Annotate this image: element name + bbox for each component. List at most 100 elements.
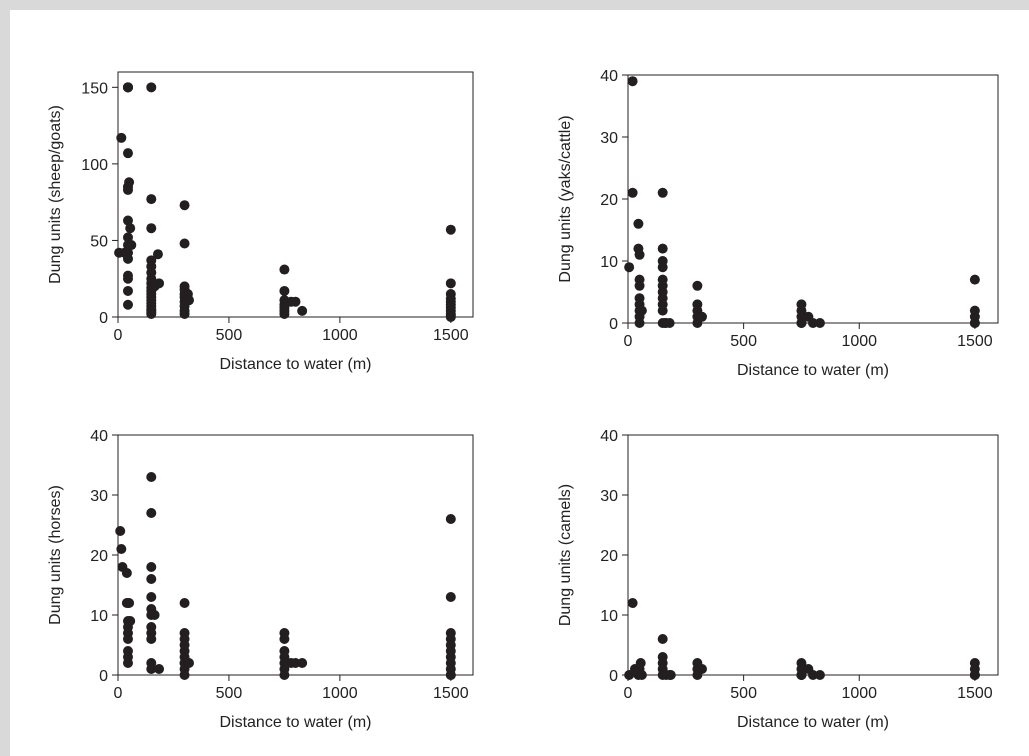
data-point [125, 616, 136, 626]
data-point [179, 238, 190, 249]
data-point [657, 305, 668, 316]
data-point [122, 148, 133, 159]
x-tick-label: 1500 [433, 685, 469, 702]
data-point [124, 598, 135, 608]
data-point [796, 318, 807, 328]
x-tick-label: 1000 [841, 333, 877, 350]
data-point [445, 224, 456, 235]
horses-scatter-panel: 0 500 1000 1500 0 10 20 30 40 Distance to water (… [47, 428, 474, 731]
y-tick-label: 0 [609, 316, 618, 333]
data-point [146, 592, 157, 602]
data-point [665, 670, 676, 680]
y-axis-title: Dung units (yaks/cattle) [557, 115, 574, 282]
x-tick-label: 0 [624, 333, 633, 350]
data-point [279, 634, 290, 644]
y-tick-label: 40 [90, 428, 108, 445]
data-point [116, 132, 127, 143]
x-tick-label: 500 [730, 333, 757, 350]
y-tick-label: 10 [600, 608, 618, 625]
data-point [125, 223, 136, 234]
data-point [279, 264, 290, 275]
x-tick-label: 1500 [957, 685, 993, 702]
data-point [146, 664, 157, 674]
y-tick-label: 20 [600, 192, 618, 209]
data-point [146, 574, 157, 584]
data-point [627, 76, 638, 87]
y-tick-label: 100 [81, 157, 108, 174]
data-point [154, 278, 165, 289]
data-point [122, 299, 133, 310]
data-point [146, 82, 157, 93]
data-point [146, 194, 157, 205]
data-point [154, 664, 165, 674]
plot-area-frame [627, 434, 999, 676]
data-point [184, 295, 194, 306]
x-axis-title: Distance to water (m) [219, 356, 371, 373]
data-point [116, 544, 127, 554]
x-tick-label: 1000 [841, 685, 877, 702]
data-point [808, 670, 818, 680]
y-axis-title: Dung units (sheep/goats) [47, 105, 64, 284]
data-point [657, 243, 668, 254]
plot-area-frame [117, 71, 474, 318]
x-tick-label: 1500 [433, 327, 469, 344]
camels-scatter-panel: 0 500 1000 1500 0 10 20 30 40 Distance to water (… [557, 428, 999, 731]
data-point [445, 592, 456, 602]
y-tick-label: 30 [600, 488, 618, 505]
data-point [634, 280, 645, 291]
data-point [796, 670, 807, 680]
data-point [808, 318, 818, 328]
data-point [814, 318, 825, 328]
y-tick-label: 10 [90, 608, 108, 625]
y-tick-label: 0 [99, 668, 108, 685]
data-point [179, 598, 190, 608]
data-point [627, 187, 638, 198]
data-point [146, 508, 157, 518]
data-point [445, 514, 456, 524]
data-point [657, 187, 668, 198]
yaks-cattle-scatter-panel: 0 500 1000 1500 0 10 20 30 40 Distance to water (… [557, 68, 999, 379]
data-point [279, 285, 290, 296]
data-point [657, 262, 668, 273]
data-point [814, 670, 825, 680]
data-point [146, 562, 157, 572]
y-tick-label: 150 [81, 80, 108, 97]
data-point [121, 568, 132, 578]
x-tick-label: 0 [114, 327, 123, 344]
y-tick-label: 0 [99, 310, 108, 327]
data-point [146, 472, 157, 482]
x-tick-label: 500 [730, 685, 757, 702]
data-point [969, 274, 980, 285]
data-point [146, 634, 157, 644]
data-point [146, 308, 157, 319]
data-point [634, 318, 645, 328]
data-point [122, 634, 133, 644]
y-tick-label: 40 [600, 428, 618, 445]
data-point [697, 664, 707, 674]
x-axis-title: Distance to water (m) [737, 714, 889, 731]
y-tick-label: 0 [609, 668, 618, 685]
data-point [122, 285, 133, 296]
x-axis-title: Distance to water (m) [219, 714, 371, 731]
plot-area-frame [117, 434, 474, 676]
y-tick-label: 30 [600, 130, 618, 147]
data-point [279, 670, 290, 680]
plot-area-frame [627, 74, 999, 324]
data-point [636, 305, 647, 316]
data-point [627, 598, 638, 608]
data-point [122, 658, 133, 668]
data-point [146, 223, 157, 234]
y-tick-label: 40 [600, 68, 618, 85]
data-point [122, 184, 133, 195]
y-tick-label: 10 [600, 254, 618, 271]
x-tick-label: 500 [216, 685, 243, 702]
y-axis-title: Dung units (camels) [557, 484, 574, 626]
x-tick-label: 0 [624, 685, 633, 702]
data-point [179, 308, 190, 319]
data-point [122, 215, 133, 226]
y-tick-label: 20 [90, 548, 108, 565]
x-tick-label: 1500 [957, 333, 993, 350]
data-point [657, 634, 668, 644]
y-tick-label: 50 [90, 233, 108, 250]
